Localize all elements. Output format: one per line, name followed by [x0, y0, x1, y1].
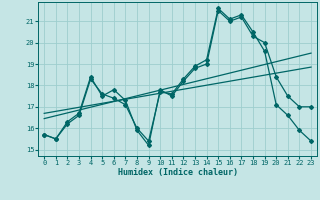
- X-axis label: Humidex (Indice chaleur): Humidex (Indice chaleur): [118, 168, 238, 177]
